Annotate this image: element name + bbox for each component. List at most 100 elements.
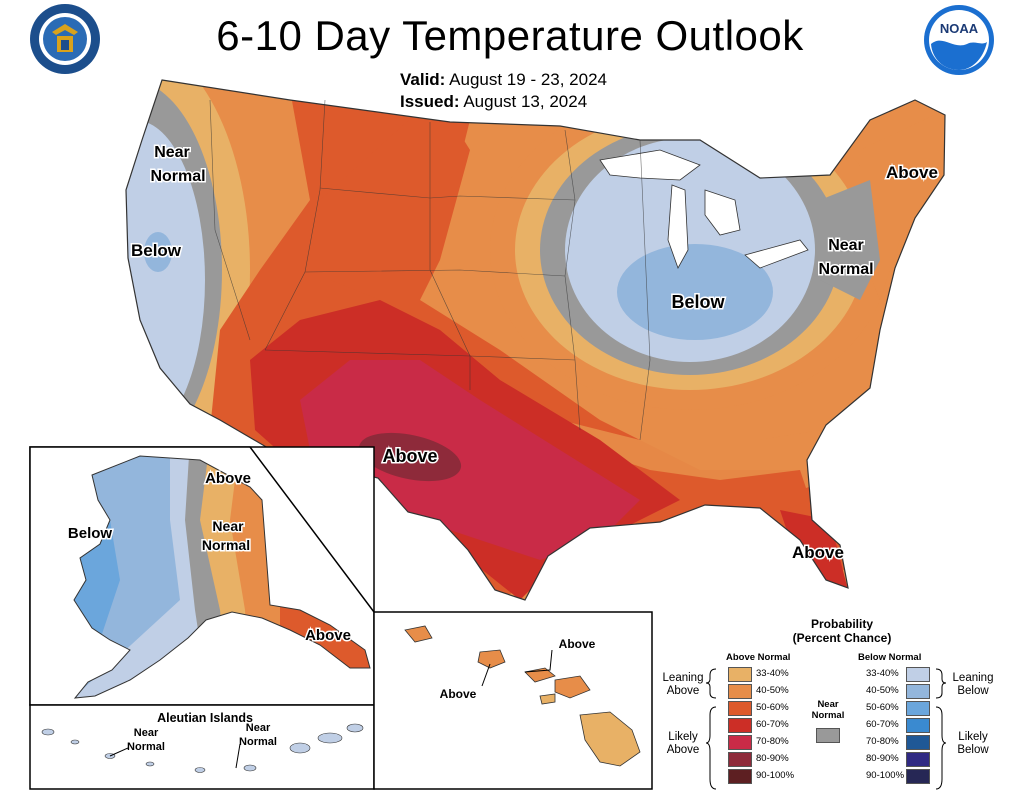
map-title: 6-10 Day Temperature Outlook (216, 12, 804, 59)
conus-outline (125, 79, 946, 601)
legend-leaning-above-2: Above (666, 685, 700, 697)
legend-below-swatch (906, 769, 930, 784)
hawaii-leader-2 (524, 649, 553, 673)
legend-likely-above: Likely Above (658, 731, 708, 757)
legend-likely-below-2: Below (957, 744, 989, 756)
label-aleutian-near-normal-2b: Normal (239, 736, 277, 748)
label-alaska-above-south: Above (305, 627, 351, 644)
legend-subtitle-line: (Percent Chance) (792, 631, 892, 645)
legend-leaning-below-2: Below (957, 685, 989, 697)
legend-above-swatch (728, 667, 752, 682)
hawaii-islands-shapes (404, 625, 641, 767)
alaska-outline (73, 455, 371, 699)
legend-near-normal-2: Normal (811, 710, 845, 721)
legend-near-normal-swatch (816, 728, 840, 743)
legend-above-range: 50-60% (756, 702, 789, 713)
label-near-normal-west-2: Normal (150, 168, 205, 185)
label-above-southwest: Above (382, 446, 437, 466)
lake-erie (744, 239, 809, 269)
legend-near-normal-1: Near (817, 699, 839, 710)
legend-below-range: 33-40% (866, 668, 899, 679)
legend-below-range: 50-60% (866, 702, 899, 713)
legend-likely-below: Likely Below (946, 731, 1000, 757)
legend-above-swatch (728, 701, 752, 716)
legend-below-range: 40-50% (866, 685, 899, 696)
svg-text:NOAA: NOAA (940, 21, 979, 36)
legend-likely-above-1: Likely (668, 731, 698, 743)
legend-below-range: 60-70% (866, 719, 899, 730)
label-alaska-near-normal-1: Near (212, 518, 244, 534)
legend-leaning-below-1: Leaning (952, 672, 994, 684)
label-near-normal-west-1: Near (154, 144, 190, 161)
legend-above-swatch (728, 718, 752, 733)
legend-leaning-above: Leaning Above (658, 672, 708, 698)
hawaii-leader-1 (481, 663, 491, 687)
label-alaska-near-normal-2: Normal (202, 537, 250, 553)
valid-line: Valid: August 19 - 23, 2024 (400, 70, 607, 90)
doc-seal-icon (30, 4, 100, 74)
legend-above-header: Above Normal (726, 652, 791, 663)
lake-superior (599, 149, 701, 181)
legend-above-swatch (728, 769, 752, 784)
label-alaska-above-north: Above (205, 470, 251, 487)
issued-label: Issued: (400, 92, 460, 111)
label-hawaii-above-1: Above (559, 637, 596, 651)
valid-date: August 19 - 23, 2024 (449, 70, 607, 89)
conus-contours (126, 80, 945, 600)
legend-above-range: 80-90% (756, 753, 789, 764)
label-hawaii-above-2: Above (440, 687, 477, 701)
label-aleutian-near-normal-1b: Normal (127, 741, 165, 753)
legend-below-swatch (906, 667, 930, 682)
issued-line: Issued: August 13, 2024 (400, 92, 587, 112)
legend-likely-above-2: Above (666, 744, 700, 756)
legend-above-range: 33-40% (756, 668, 789, 679)
legend-above-swatch (728, 752, 752, 767)
legend-title: Probability (Percent Chance) (747, 617, 937, 645)
label-above-florida: Above (792, 543, 844, 562)
legend-title-line: Probability (810, 617, 873, 631)
label-alaska-below: Below (68, 525, 113, 542)
legend-near-normal-label: Near Normal (806, 699, 850, 721)
label-below-west: Below (131, 241, 182, 260)
aleutian-leader-1 (109, 747, 129, 757)
legend-likely-below-1: Likely (958, 731, 988, 743)
lake-huron (704, 189, 741, 236)
legend-above-range: 90-100% (756, 770, 795, 781)
label-near-normal-east-2: Normal (818, 261, 873, 278)
aleutian-inset-frame (29, 704, 375, 790)
legend-below-swatch (906, 752, 930, 767)
legend-below-header: Below Normal (858, 652, 922, 663)
aleutian-leader-2 (235, 743, 241, 769)
legend-below-range: 90-100% (866, 770, 905, 781)
legend-below-range: 80-90% (866, 753, 899, 764)
legend-below-swatch (906, 701, 930, 716)
label-below-midwest: Below (671, 292, 725, 312)
aleutian-islands-shapes (41, 723, 364, 773)
label-aleutian-near-normal-1a: Near (134, 727, 159, 739)
legend-below-swatch (906, 684, 930, 699)
legend-above-range: 60-70% (756, 719, 789, 730)
legend-above-braces (705, 668, 717, 790)
aleutian-title: Aleutian Islands (157, 711, 253, 725)
legend-below-swatch (906, 718, 930, 733)
label-above-northeast: Above (886, 163, 938, 182)
legend-above-range: 40-50% (756, 685, 789, 696)
legend-below-swatch (906, 735, 930, 750)
state-lines (209, 99, 651, 441)
label-aleutian-near-normal-2a: Near (246, 722, 271, 734)
probability-legend: Probability (Percent Chance) Above Norma… (652, 615, 1024, 791)
legend-leaning-below: Leaning Below (946, 672, 1000, 698)
legend-above-swatch (728, 684, 752, 699)
legend-below-range: 70-80% (866, 736, 899, 747)
issued-date: August 13, 2024 (463, 92, 588, 111)
valid-label: Valid: (400, 70, 446, 89)
lake-michigan (667, 184, 689, 269)
legend-above-swatch (728, 735, 752, 750)
legend-leaning-above-1: Leaning (662, 672, 704, 684)
label-near-normal-east-1: Near (828, 237, 864, 254)
legend-above-range: 70-80% (756, 736, 789, 747)
legend-below-braces (935, 668, 947, 790)
noaa-logo-icon: NOAA (924, 5, 994, 75)
